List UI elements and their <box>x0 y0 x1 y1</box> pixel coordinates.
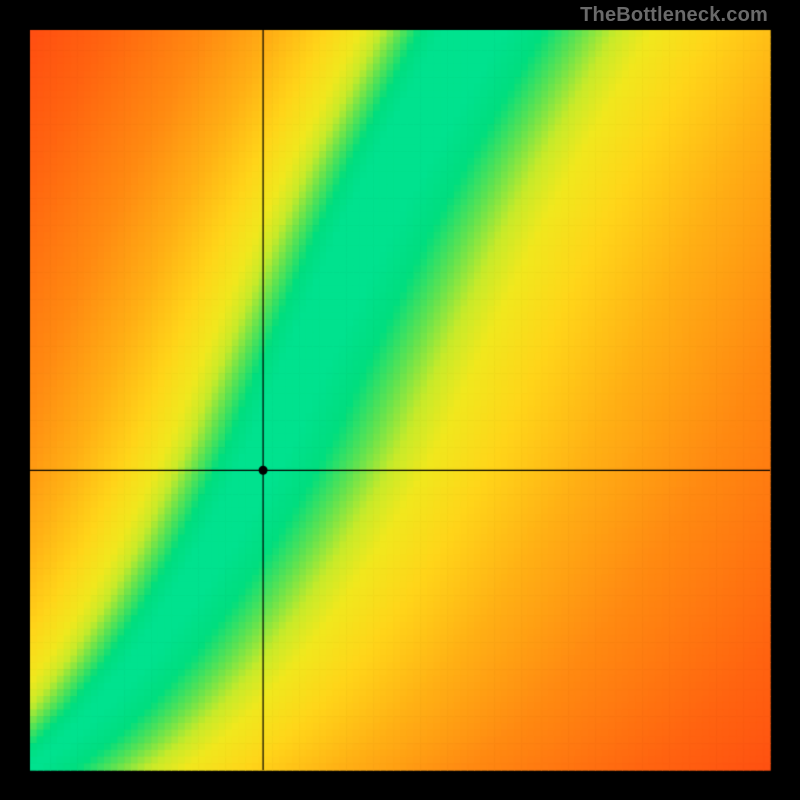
watermark-text: TheBottleneck.com <box>580 4 768 27</box>
bottleneck-heatmap <box>0 0 800 800</box>
